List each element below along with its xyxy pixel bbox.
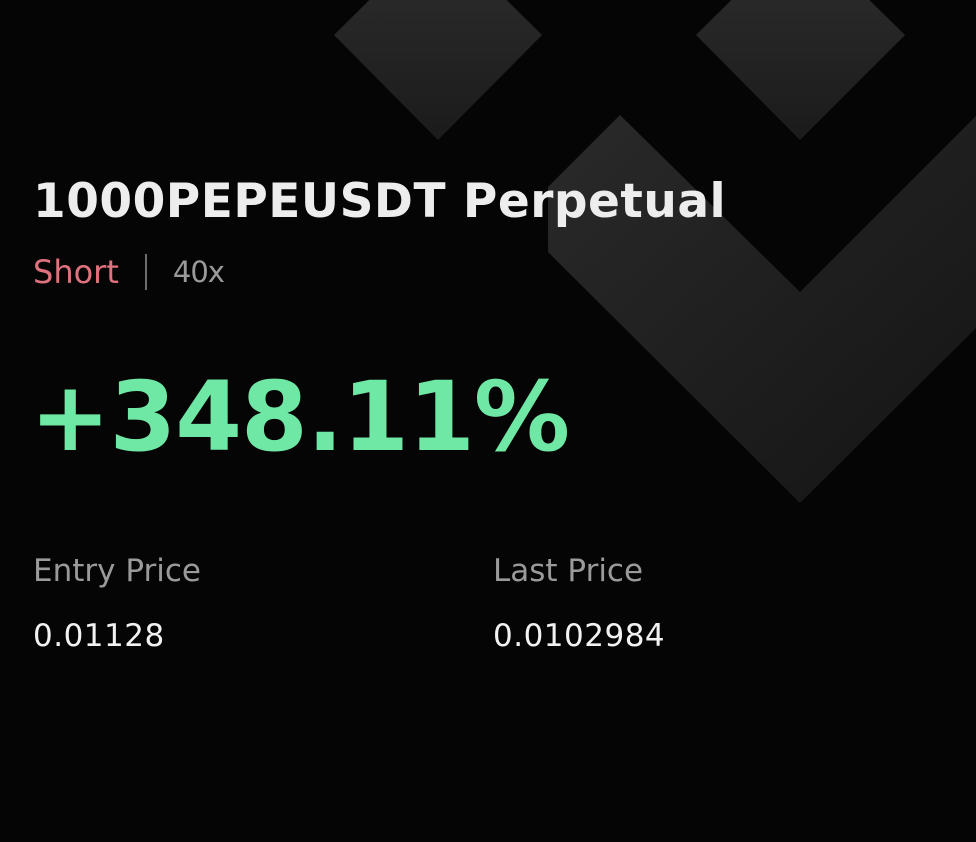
entry-price-value: 0.01128 xyxy=(33,618,165,654)
watermark-diamond-left xyxy=(334,0,542,140)
watermark-diamond-right xyxy=(696,0,905,140)
contract-symbol: 1000PEPEUSDT Perpetual xyxy=(33,174,727,229)
watermark-chevron xyxy=(548,115,976,503)
last-price-label: Last Price xyxy=(493,553,644,589)
position-side: Short xyxy=(33,253,119,291)
position-meta: Short 40x xyxy=(33,252,225,292)
pnl-percentage: +348.11% xyxy=(30,361,570,473)
last-price-value: 0.0102984 xyxy=(493,618,666,654)
meta-divider xyxy=(144,254,147,290)
leverage: 40x xyxy=(172,255,225,289)
entry-price-label: Entry Price xyxy=(33,553,201,589)
